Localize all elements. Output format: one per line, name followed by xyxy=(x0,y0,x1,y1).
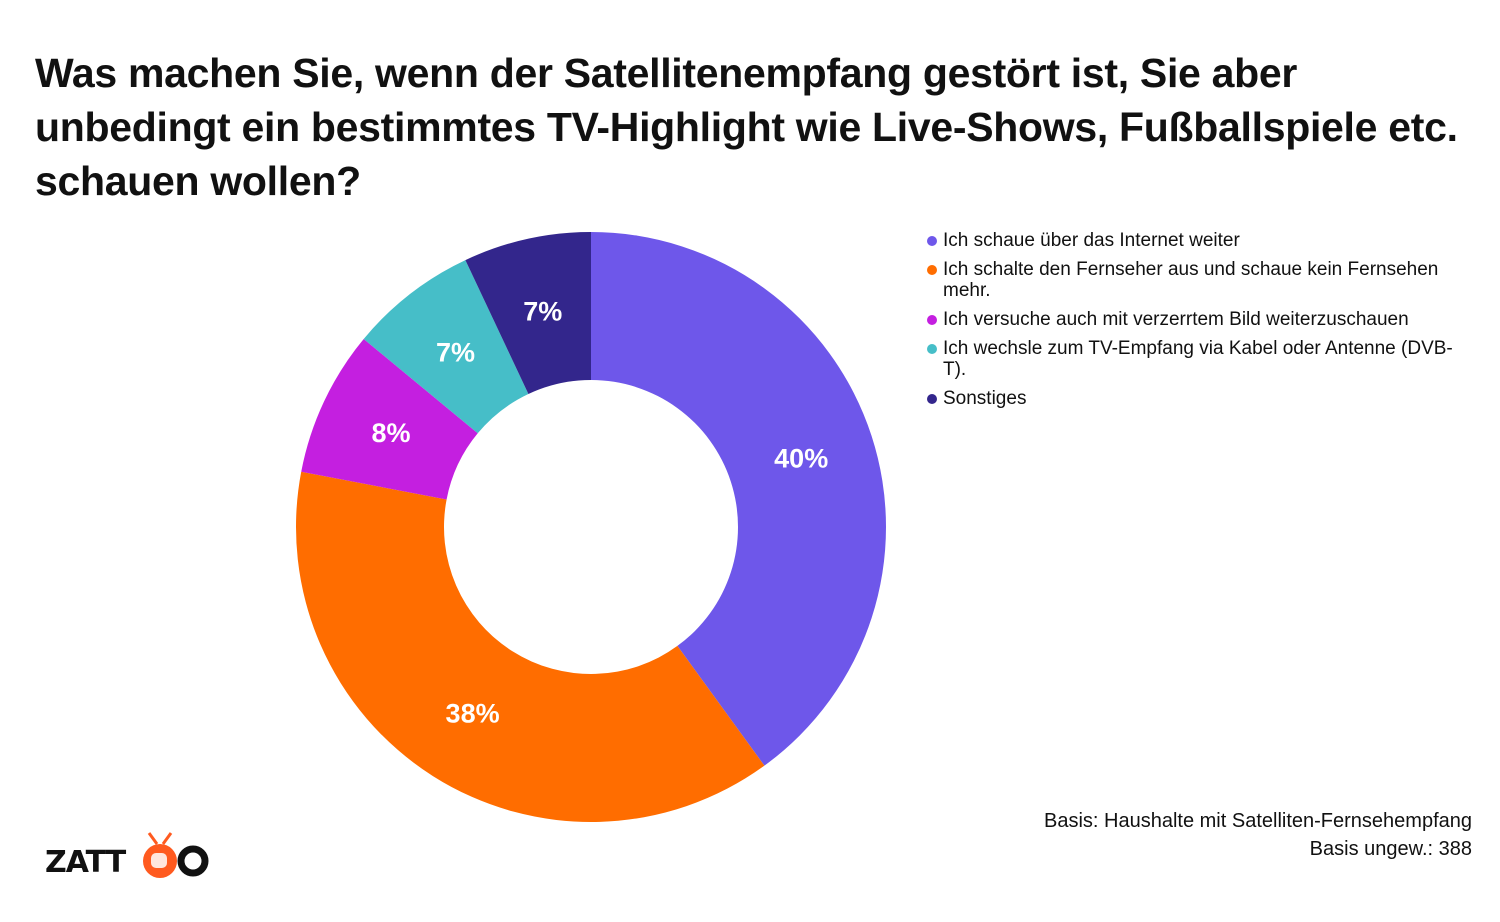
slice-1 xyxy=(295,471,765,823)
legend: Ich schaue über das Internet weiter Ich s… xyxy=(925,230,1465,417)
legend-item: Ich versuche auch mit verzerrtem Bild we… xyxy=(925,309,1465,330)
data-label: 8% xyxy=(372,418,411,448)
chart-title: Was machen Sie, wenn der Satellitenempfa… xyxy=(35,50,1458,204)
zattoo-logo: ZATT xyxy=(45,832,209,880)
footer-basis-n: Basis ungew.: 388 xyxy=(1309,838,1472,860)
slice-2 xyxy=(301,338,478,500)
legend-label: Sonstiges xyxy=(943,388,1027,409)
slice-3 xyxy=(363,260,529,434)
legend-dot-icon xyxy=(927,265,937,275)
legend-item: Ich schaue über das Internet weiter xyxy=(925,230,1465,251)
legend-item: Ich wechsle zum TV-Empfang via Kabel ode… xyxy=(925,338,1465,380)
legend-dot-icon xyxy=(927,394,937,404)
legend-label: Ich schalte den Fernseher aus und schaue… xyxy=(943,259,1439,301)
legend-item: Ich schalte den Fernseher aus und schaue… xyxy=(925,259,1465,301)
legend-label: Ich schaue über das Internet weiter xyxy=(943,230,1240,251)
data-label: 7% xyxy=(523,296,562,326)
legend-dot-icon xyxy=(927,236,937,246)
footer-basis: Basis: Haushalte mit Satelliten-Fernsehe… xyxy=(1044,810,1472,832)
svg-text:ZATT: ZATT xyxy=(45,845,127,880)
data-label: 38% xyxy=(446,699,500,729)
legend-item: Sonstiges xyxy=(925,388,1465,409)
slice-4 xyxy=(465,232,591,394)
legend-dot-icon xyxy=(927,344,937,354)
data-label: 40% xyxy=(774,444,828,474)
legend-label: Ich versuche auch mit verzerrtem Bild we… xyxy=(943,309,1409,330)
legend-dot-icon xyxy=(927,315,937,325)
slice-0 xyxy=(591,232,887,766)
data-label: 7% xyxy=(436,337,475,367)
legend-label: Ich wechsle zum TV-Empfang via Kabel ode… xyxy=(943,338,1453,380)
